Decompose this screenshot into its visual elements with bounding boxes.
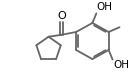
Text: O: O bbox=[57, 11, 66, 21]
Text: OH: OH bbox=[113, 60, 129, 70]
Text: OH: OH bbox=[97, 3, 113, 13]
